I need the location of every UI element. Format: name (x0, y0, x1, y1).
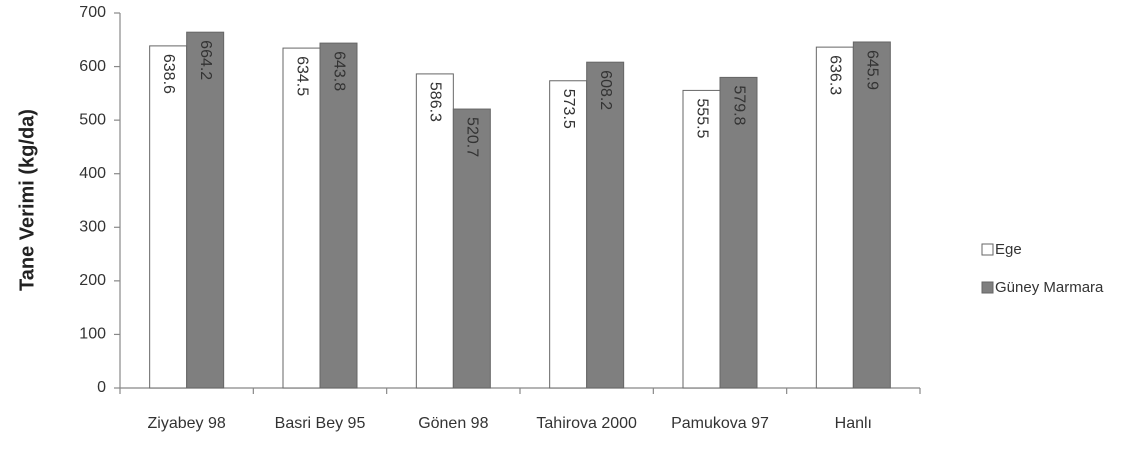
value-label: 664.2 (197, 40, 214, 80)
bar (452, 108, 491, 389)
bar (415, 73, 454, 389)
y-tick-label: 500 (79, 111, 106, 128)
value-label: 573.5 (560, 89, 577, 129)
bar (149, 45, 188, 389)
y-tick-label: 200 (79, 272, 106, 289)
value-label: 586.3 (427, 82, 444, 122)
value-label: 555.5 (693, 98, 710, 138)
value-label: 638.6 (160, 54, 177, 94)
y-axis-title: Tane Verimi (kg/da) (16, 109, 38, 291)
legend-swatch (981, 243, 994, 256)
bar (852, 41, 891, 389)
bar (815, 46, 854, 389)
y-tick-label: 400 (79, 165, 106, 182)
x-tick-label: Tahirova 2000 (536, 415, 637, 432)
bar (186, 31, 225, 389)
bar (282, 47, 321, 389)
x-tick-label: Gönen 98 (418, 415, 488, 432)
value-label: 645.9 (864, 50, 881, 90)
bar (549, 80, 588, 389)
bar (586, 61, 625, 389)
y-tick-label: 300 (79, 219, 106, 236)
y-tick-label: 0 (97, 379, 106, 396)
value-label: 634.5 (293, 56, 310, 96)
bar (319, 42, 358, 389)
value-label: 520.7 (464, 117, 481, 157)
legend-label: Güney Marmara (995, 279, 1104, 296)
x-tick-label: Hanlı (835, 415, 872, 432)
y-tick-label: 600 (79, 58, 106, 75)
x-tick-label: Pamukova 97 (671, 415, 769, 432)
value-label: 608.2 (597, 70, 614, 110)
legend-swatch (981, 281, 994, 294)
y-tick-label: 100 (79, 326, 106, 343)
legend-label: Ege (995, 241, 1022, 258)
y-tick-label: 700 (79, 4, 106, 21)
value-label: 636.3 (827, 55, 844, 95)
x-tick-label: Ziyabey 98 (148, 415, 226, 432)
value-label: 579.8 (730, 85, 747, 125)
value-label: 643.8 (330, 51, 347, 91)
x-tick-label: Basri Bey 95 (275, 415, 366, 432)
bar (719, 76, 758, 389)
